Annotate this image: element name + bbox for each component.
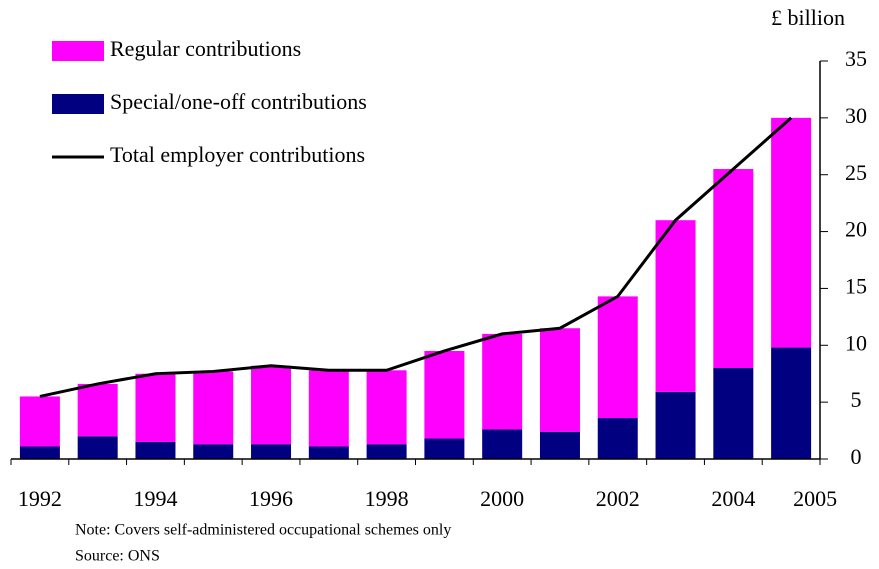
bar-segment (713, 368, 754, 459)
y-tick-label: 25 (845, 160, 867, 185)
bar-segment (424, 438, 465, 459)
x-tick-label: 1998 (365, 486, 409, 511)
y-tick-label: 15 (845, 273, 867, 298)
legend-swatch (52, 41, 104, 61)
y-axis-unit: £ billion (771, 5, 845, 30)
bar-segment (771, 347, 812, 459)
source: Source: ONS (75, 548, 160, 565)
y-tick-label: 20 (845, 217, 867, 242)
bar-segment (539, 431, 580, 459)
legend-label: Special/one-off contributions (110, 89, 367, 114)
bar-segment (19, 396, 60, 447)
x-tick-label: 1996 (249, 486, 293, 511)
x-tick-label: 2004 (711, 486, 755, 511)
x-tick-label: 1994 (133, 486, 177, 511)
bar-segment (597, 418, 638, 459)
bar-segment (77, 436, 118, 459)
bar-segment (713, 169, 754, 369)
x-tick-label: 1992 (18, 486, 62, 511)
note: Note: Covers self-administered occupatio… (75, 522, 451, 539)
y-tick-label: 0 (851, 444, 862, 469)
y-tick-label: 30 (845, 103, 867, 128)
y-tick-label: 35 (845, 46, 867, 71)
bar-segment (655, 220, 696, 392)
bar-segment (771, 117, 812, 348)
bar-segment (308, 370, 349, 447)
bar-segment (193, 444, 234, 459)
bar-segment (424, 350, 465, 439)
bar-segment (193, 371, 234, 445)
bar-segment (597, 296, 638, 419)
bar-segment (251, 444, 292, 459)
x-tick-label: 2000 (480, 486, 524, 511)
bar-segment (251, 365, 292, 445)
y-tick-label: 5 (851, 387, 862, 412)
legend-label: Total employer contributions (110, 142, 365, 167)
total-line (39, 116, 793, 398)
legend-swatch (52, 94, 104, 114)
x-tick-label: 2002 (596, 486, 640, 511)
bar-segment (135, 441, 176, 459)
x-tick-label: 2005 (793, 486, 837, 511)
bar-segment (539, 328, 580, 432)
legend-label: Regular contributions (110, 36, 301, 61)
bar-segment (366, 444, 407, 459)
y-tick-label: 10 (845, 330, 867, 355)
bar-segment (19, 446, 60, 459)
bar-segment (77, 383, 118, 437)
bar-segment (366, 370, 407, 445)
bar-segment (482, 429, 523, 459)
bar-segment (308, 446, 349, 459)
bar-segment (655, 391, 696, 459)
bar-segment (482, 333, 523, 430)
bar-segment (135, 373, 176, 442)
